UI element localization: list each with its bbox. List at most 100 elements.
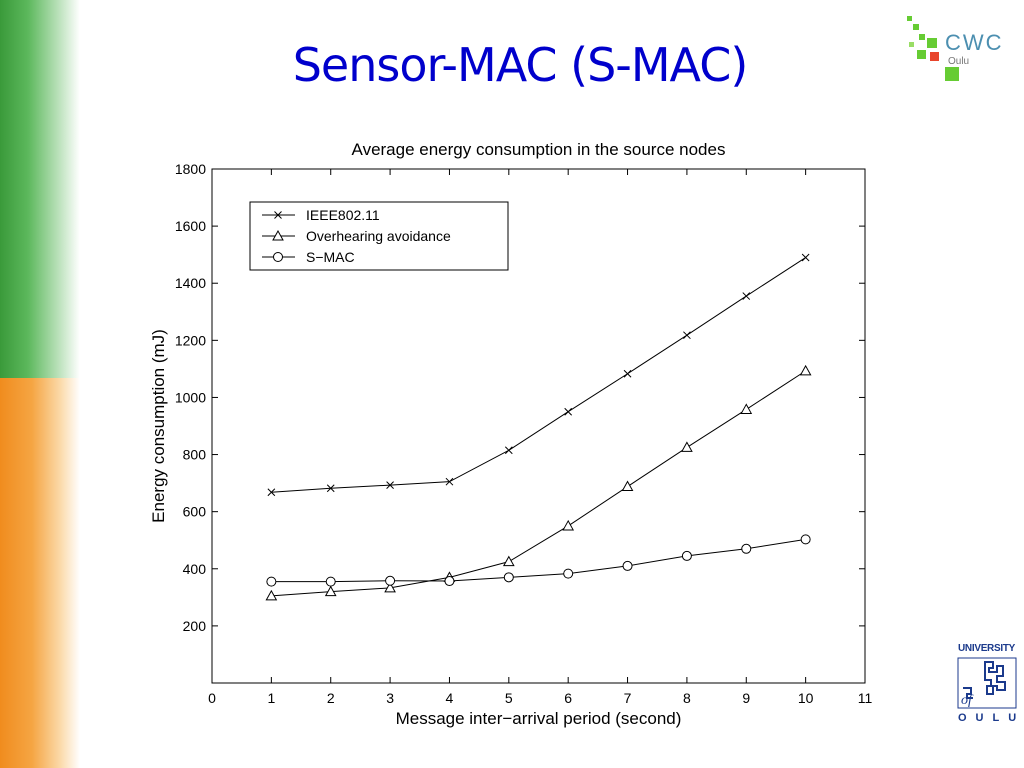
y-tick-label: 200 [183,618,207,634]
triangle-marker [272,229,284,241]
x-marker-stroke [386,481,394,489]
y-tick-label: 1200 [175,332,206,348]
chart-legend: IEEE802.11 Overhearing avoidance S−MAC [249,201,509,271]
x-tick-label: 0 [208,690,216,706]
data-point [741,543,752,554]
triangle-marker [562,519,575,531]
y-tick-label: 400 [183,561,207,577]
series-1 [265,364,812,601]
triangle-marker [384,581,396,593]
slide-title: Sensor-MAC (S-MAC) [292,38,749,92]
data-point [504,446,513,455]
data-point [385,575,396,586]
legend-label: Overhearing avoidance [306,228,451,244]
x-axis-title: Message inter−arrival period (second) [396,709,682,728]
y-tick-label: 600 [183,504,207,520]
data-point [384,581,396,593]
left-bar-orange [0,378,80,768]
x-tick-label: 8 [683,690,691,706]
circle-marker [385,575,396,586]
x-marker-stroke [274,211,282,219]
legend-label: S−MAC [306,249,355,265]
series-2 [266,534,811,587]
data-point [445,477,454,486]
cwc-logo-text: CWC [945,30,1004,55]
cwc-logo-subtext: Oulu [948,56,970,67]
x-marker-stroke [564,407,573,416]
data-point [683,331,691,340]
x-axis: 0 1 2 3 4 5 6 7 8 9 10 11 [208,169,872,706]
triangle-marker [681,441,693,452]
x-tick-label: 2 [327,690,335,706]
data-point [801,253,810,262]
series-line [271,370,806,597]
data-point [740,403,753,414]
x-marker-stroke [445,477,454,486]
data-point [386,481,394,489]
circle-marker [266,576,277,587]
circle-marker [741,543,752,554]
data-point [266,576,277,587]
x-marker-stroke [267,488,276,497]
legend-label: IEEE802.11 [306,207,380,223]
y-tick-label: 1400 [175,275,206,291]
data-point [742,292,751,300]
y-tick-label: 1800 [175,161,206,177]
circle-marker [325,576,336,587]
triangle-marker [502,555,515,567]
x-tick-label: 11 [858,690,873,706]
data-point [563,568,574,579]
x-tick-label: 10 [798,690,814,706]
x-tick-label: 5 [505,690,513,706]
university-logo-bottom-text: OULU [958,712,1024,724]
data-point [799,364,812,376]
circle-marker [444,576,455,587]
circle-marker [563,568,574,579]
legend-marker [273,252,283,262]
data-point [444,576,455,587]
x-tick-label: 1 [267,690,275,706]
legend-marker [272,229,284,241]
legend-marker [274,211,282,219]
circle-marker [503,572,514,583]
triangle-marker [265,589,278,601]
y-axis-title: Energy consumption (mJ) [149,329,168,523]
x-marker-stroke [326,484,335,493]
data-point [265,589,278,601]
plot-area [211,168,866,684]
data-point [562,519,575,531]
cwc-logo-squares-icon [907,16,959,81]
university-logo-top-text: UNIVERSITY [958,643,1016,654]
x-tick-label: 3 [386,690,394,706]
left-decorative-bar [0,0,80,768]
data-point [326,484,335,493]
x-tick-label: 7 [624,690,632,706]
series-line [271,538,806,583]
chart-title: Average energy consumption in the source… [352,140,726,159]
data-point [621,480,634,492]
x-marker-stroke [504,446,513,455]
x-tick-label: 6 [564,690,572,706]
triangle-marker [621,480,634,492]
triangle-marker [740,403,753,414]
university-crest-icon: of [957,657,1017,709]
data-point [800,534,811,545]
x-marker-stroke [683,331,691,340]
x-marker-stroke [801,253,810,262]
university-logo-middle-text: of [961,693,974,708]
series-0 [267,253,810,497]
data-point [503,572,514,583]
data-point [267,488,276,497]
triangle-marker [324,585,337,597]
x-marker-stroke [742,292,751,300]
circle-marker [622,560,633,571]
circle-marker [273,252,283,262]
triangle-marker [799,364,812,376]
data-point [623,369,632,378]
series-layer [265,253,812,601]
series-line [271,257,806,493]
data-point [681,550,692,561]
y-tick-label: 1000 [175,389,206,405]
x-marker-stroke [623,369,632,378]
